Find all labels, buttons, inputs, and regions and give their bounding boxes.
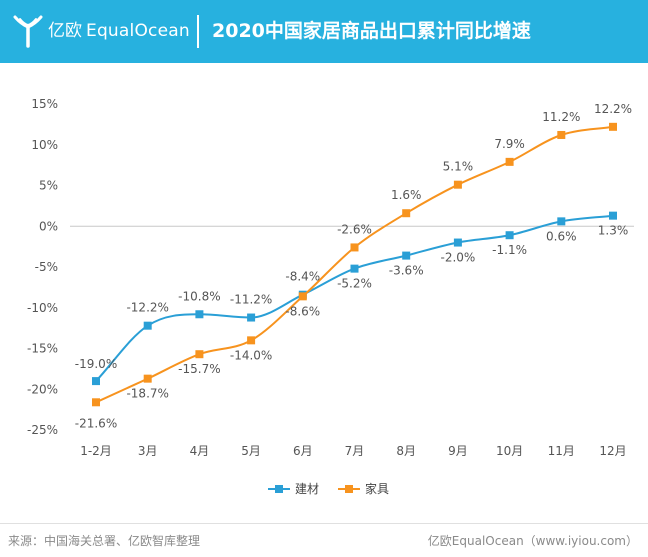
y-tick-label: -25%: [27, 423, 58, 437]
data-label: -21.6%: [75, 416, 117, 430]
data-label: 0.6%: [546, 229, 577, 243]
data-label: -5.2%: [337, 277, 372, 291]
data-point-marker: [195, 310, 204, 319]
y-tick-label: 5%: [39, 179, 58, 193]
data-point-marker: [350, 264, 359, 273]
header-divider: [197, 15, 199, 48]
y-axis-tick-labels: 15% 10% 5% 0% -5% -10% -15% -20% -25%: [27, 97, 58, 437]
footer-divider: [0, 523, 648, 524]
data-point-marker: [195, 350, 204, 359]
data-label: -1.1%: [492, 243, 527, 257]
x-tick-label: 11月: [548, 444, 575, 458]
data-point-marker: [402, 209, 411, 218]
data-labels: -19.0% -12.2% -10.8% -11.2% -8.4% -5.2% -3.6% -…: [75, 102, 632, 430]
equalocean-logo-icon: [13, 15, 43, 48]
data-label: -15.7%: [178, 362, 220, 376]
y-tick-label: 0%: [39, 219, 58, 233]
line-chart: 15% 10% 5% 0% -5% -10% -15% -20% -25% 1-2月 3月 4月 5月…: [27, 97, 634, 496]
legend-label: 家具: [365, 481, 389, 496]
x-tick-label: 1-2月: [80, 444, 112, 458]
header-banner: 亿欧 EqualOcean 2020中国家居商品出口累计同比增速: [0, 0, 648, 63]
data-label: -14.0%: [230, 348, 272, 362]
data-label: -3.6%: [389, 264, 424, 278]
data-label: -18.7%: [126, 387, 168, 401]
data-point-marker: [453, 238, 462, 247]
data-label: 11.2%: [542, 110, 580, 124]
x-tick-label: 3月: [138, 444, 158, 458]
data-point-marker: [402, 251, 411, 260]
x-tick-label: 12月: [599, 444, 626, 458]
data-point-marker: [247, 336, 256, 345]
y-tick-label: -10%: [27, 301, 58, 315]
x-axis-tick-labels: 1-2月 3月 4月 5月 6月 7月 8月 9月 10月 11月 12月: [80, 444, 626, 458]
y-tick-label: 15%: [31, 97, 58, 111]
data-label: 12.2%: [594, 102, 632, 116]
data-label: 1.6%: [391, 188, 422, 202]
data-point-marker: [143, 321, 152, 330]
data-label: -10.8%: [178, 289, 220, 303]
data-point-marker: [92, 377, 100, 386]
x-tick-label: 6月: [293, 444, 313, 458]
data-label: -2.6%: [337, 222, 372, 236]
series-layer: [92, 122, 617, 407]
x-tick-label: 9月: [448, 444, 468, 458]
legend-swatch-marker: [275, 485, 283, 493]
x-tick-label: 8月: [396, 444, 416, 458]
data-point-marker: [609, 211, 617, 220]
footer-source-note: 来源：中国海关总署、亿欧智库整理: [8, 534, 201, 548]
data-point-marker: [505, 231, 514, 240]
y-tick-label: -5%: [35, 260, 58, 274]
data-point-marker: [298, 292, 307, 301]
series-line-jiaju: [95, 125, 614, 404]
x-tick-label: 4月: [190, 444, 210, 458]
legend-label: 建材: [295, 482, 319, 496]
data-label: -8.6%: [285, 304, 320, 318]
data-label: 7.9%: [494, 137, 525, 151]
x-tick-label: 5月: [241, 444, 261, 458]
brand-name-en: EqualOcean: [86, 21, 190, 41]
x-tick-label: 7月: [345, 444, 365, 458]
footer-credit: 亿欧EqualOcean（www.iyiou.com）: [427, 534, 638, 548]
data-label: 1.3%: [598, 224, 629, 238]
data-point-marker: [143, 374, 152, 383]
data-label: -11.2%: [230, 293, 272, 307]
legend: 建材 家具: [268, 481, 389, 496]
data-point-marker: [247, 313, 256, 322]
data-label: -19.0%: [75, 357, 117, 371]
data-label: 5.1%: [443, 160, 474, 174]
x-tick-label: 10月: [496, 444, 523, 458]
data-label: -8.4%: [285, 270, 320, 284]
page-title: 2020中国家居商品出口累计同比增速: [212, 20, 531, 42]
data-point-marker: [557, 130, 566, 139]
data-point-marker: [453, 180, 462, 189]
data-point-marker: [92, 398, 100, 407]
data-label: -2.0%: [440, 251, 475, 265]
series-line-jiancai: [95, 214, 614, 382]
y-tick-label: -20%: [27, 382, 58, 396]
brand-name-cn: 亿欧: [48, 21, 82, 41]
legend-swatch-marker: [345, 485, 353, 493]
y-tick-label: -15%: [27, 342, 58, 356]
data-point-marker: [609, 122, 617, 131]
data-point-marker: [505, 157, 514, 166]
y-tick-label: 10%: [31, 138, 58, 152]
data-point-marker: [350, 243, 359, 252]
data-point-marker: [557, 217, 566, 226]
data-label: -12.2%: [126, 301, 168, 315]
